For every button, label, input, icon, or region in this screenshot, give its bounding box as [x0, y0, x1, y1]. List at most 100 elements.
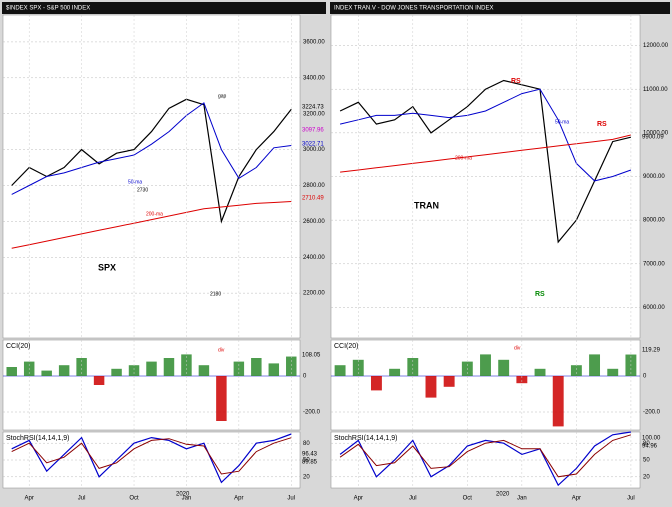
x-tick-label: Apr	[572, 496, 581, 502]
annotation: gap	[218, 93, 227, 99]
y-tick-label: 50	[643, 458, 650, 464]
plot-area	[2, 14, 301, 339]
panel-title: StochRSI(14,14,1,9)	[6, 435, 69, 442]
last-label: 2710.49	[302, 196, 324, 202]
y-tick-label: 80	[643, 441, 650, 447]
y-tick-label: 50	[303, 458, 310, 464]
x-tick-label: Jul	[627, 496, 635, 502]
bar	[552, 376, 564, 427]
y-tick-label: 6000.00	[643, 305, 665, 311]
y-tick-label: 7000.00	[643, 261, 665, 267]
bar	[570, 365, 582, 376]
last-label: 108.05	[302, 353, 321, 359]
series-label: 50-ma	[555, 119, 569, 125]
y-tick-label: 80	[303, 441, 310, 447]
bar	[352, 359, 364, 376]
x-tick-label: Jan	[517, 496, 527, 502]
last-label: 3022.71	[302, 142, 324, 148]
panel-title: CCI(20)	[334, 343, 359, 350]
bar	[6, 367, 17, 376]
y-tick-label: 2800.00	[303, 183, 325, 189]
annotation: div	[218, 347, 225, 353]
annotation: RS	[535, 291, 545, 298]
series-label: 200-ma	[455, 155, 472, 161]
bar	[589, 354, 601, 376]
y-tick-label: 0	[303, 374, 307, 380]
last-label: 96.43	[302, 452, 318, 458]
bar	[93, 376, 105, 385]
bar	[498, 359, 510, 376]
series-line	[340, 134, 632, 173]
x-tick-label: Oct	[129, 496, 139, 502]
bar	[425, 376, 437, 398]
y-tick-label: 20	[303, 474, 310, 480]
annotation: 2020	[496, 492, 510, 498]
series-line	[11, 102, 292, 195]
bar	[76, 358, 87, 376]
x-tick-label: Jan	[182, 496, 192, 502]
bar	[111, 368, 122, 376]
bar	[480, 354, 491, 376]
bar	[407, 358, 419, 376]
y-tick-label: 9000.00	[643, 174, 665, 180]
last-label: 100.00	[642, 436, 661, 442]
series-line	[339, 434, 632, 478]
annotation: 2730	[137, 187, 148, 193]
y-tick-label: 20	[643, 474, 650, 480]
panel-title: CCI(20)	[6, 343, 31, 350]
series-label: 50-ma	[128, 179, 142, 185]
bar	[534, 368, 546, 376]
x-tick-label: Jul	[287, 496, 295, 502]
bar	[146, 361, 157, 376]
bar	[163, 358, 175, 376]
x-tick-label: Oct	[463, 496, 473, 502]
bar	[268, 363, 280, 376]
bar	[198, 365, 210, 376]
x-tick-label: Apr	[25, 496, 34, 502]
bar	[443, 376, 455, 387]
bar	[58, 365, 70, 376]
header-bar	[2, 2, 326, 14]
panel-title: StochRSI(14,14,1,9)	[334, 435, 397, 442]
bar	[389, 368, 401, 376]
chart-title: INDEX TRAN.V - DOW JONES TRANSPORTATION …	[334, 6, 493, 12]
y-tick-label: 2400.00	[303, 255, 325, 261]
charts: 2200.00 2400.00 2600.00 2800.00 3000.00 3200.…	[2, 14, 669, 502]
annotation: 2020	[176, 492, 190, 498]
y-tick-label: 2600.00	[303, 219, 325, 225]
bar	[251, 358, 262, 376]
annotation: 2180	[210, 291, 221, 297]
series-line	[11, 98, 292, 224]
annotation: div	[514, 345, 521, 351]
plot-area	[330, 14, 641, 339]
y-tick-label: 8000.00	[643, 218, 665, 224]
y-tick-label: 10000.00	[643, 130, 669, 136]
chart-title: $INDEX SPX - S&P 500 INDEX	[6, 6, 90, 12]
x-tick-label: Apr	[234, 496, 243, 502]
bar	[334, 365, 346, 376]
annotation: RS	[511, 78, 521, 85]
plot-area	[2, 339, 301, 431]
x-tick-label: Jul	[409, 496, 417, 502]
y-tick-label: -200.0	[643, 410, 661, 416]
bar	[516, 376, 528, 384]
last-label: 3224.73	[302, 105, 324, 111]
y-tick-label: 2200.00	[303, 291, 325, 297]
y-tick-label: 11000.00	[643, 87, 668, 93]
last-label: 3097.96	[302, 128, 324, 134]
y-tick-label: 3200.00	[303, 111, 325, 117]
last-label: 89.85	[302, 460, 318, 466]
x-tick-label: Jul	[78, 496, 86, 502]
series-line	[339, 79, 632, 244]
series-label: 200-ma	[146, 211, 163, 217]
series-line	[339, 88, 632, 182]
header-bar	[330, 2, 670, 14]
series-label: SPX	[98, 262, 116, 272]
series-line	[339, 431, 631, 487]
y-tick-label: 0	[643, 374, 647, 380]
series-label: TRAN	[414, 200, 439, 210]
y-tick-label: 12000.00	[643, 43, 669, 49]
bar	[286, 356, 297, 376]
bar	[370, 376, 382, 391]
